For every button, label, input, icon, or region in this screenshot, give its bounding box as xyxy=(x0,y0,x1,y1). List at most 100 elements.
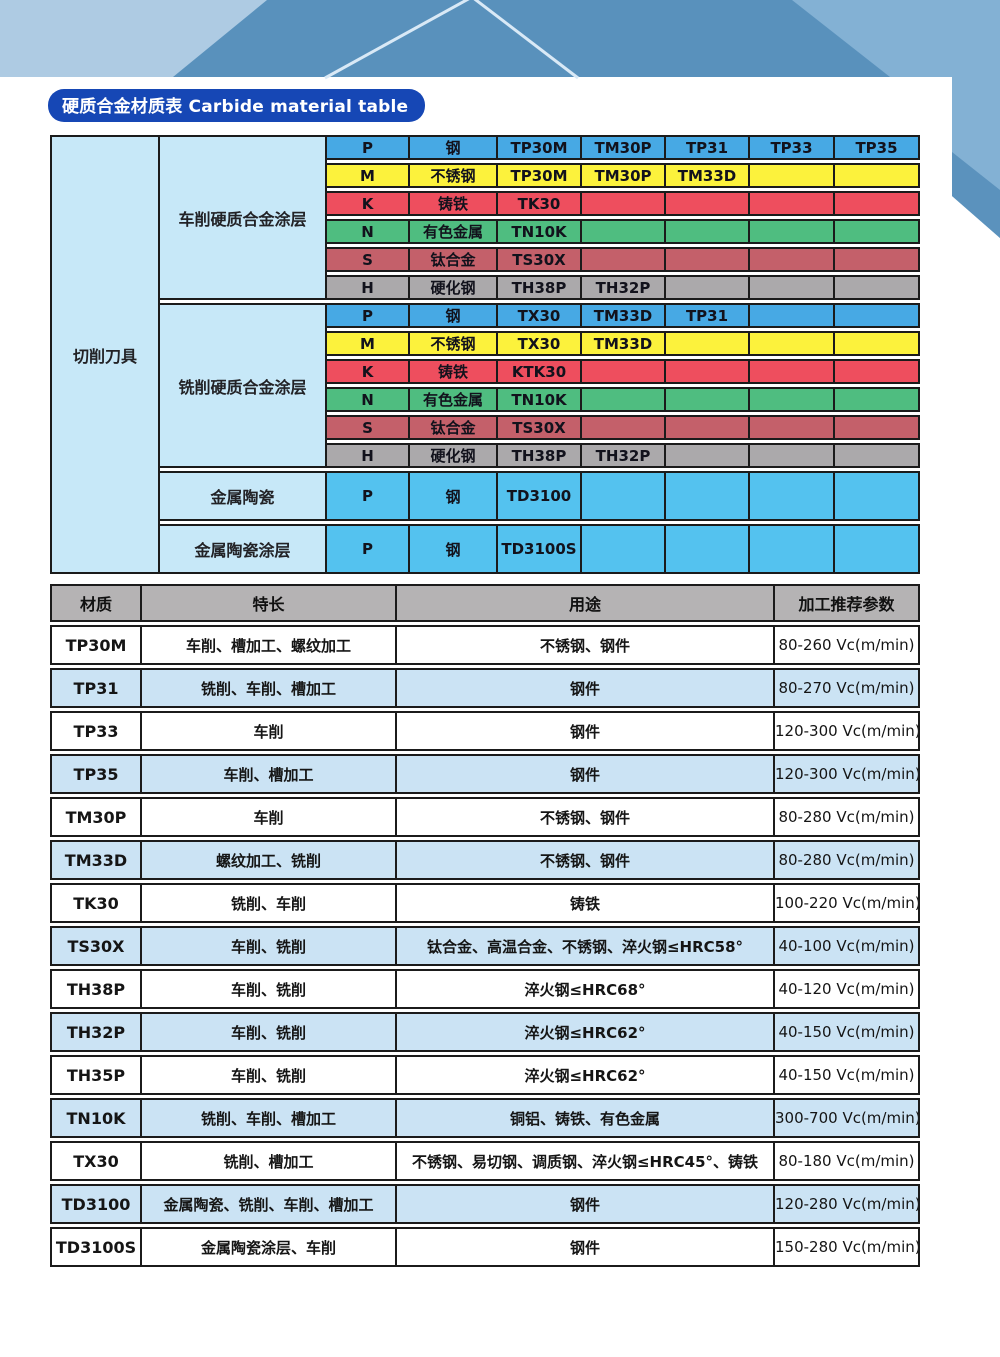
grade-cell xyxy=(666,247,750,272)
features-cell: 车削、槽加工、螺纹加工 xyxy=(142,625,397,665)
usage-cell: 钢件 xyxy=(397,1184,775,1224)
iso-letter-cell: P xyxy=(327,471,410,521)
grade-cell xyxy=(835,471,920,521)
spec-row: TH32P 车削、铣削 淬火钢≤HRC62° 40-150 Vc(m/min) xyxy=(50,1012,920,1052)
grade-cell xyxy=(666,471,750,521)
grade-cell: TP31 xyxy=(666,303,750,328)
features-cell: 车削、槽加工 xyxy=(142,754,397,794)
grade-cell: TS30X xyxy=(498,415,582,440)
iso-letter-cell: N xyxy=(327,387,410,412)
params-cell: 120-300 Vc(m/min) xyxy=(775,754,920,794)
grade-cell xyxy=(666,191,750,216)
grade-cell xyxy=(750,219,835,244)
grade-cell xyxy=(835,443,920,468)
grade-cell: TM30P xyxy=(582,135,666,160)
spec-row: TP30M 车削、槽加工、螺纹加工 不锈钢、钢件 80-260 Vc(m/min) xyxy=(50,625,920,665)
grade-cell: TS30X xyxy=(498,247,582,272)
grade-cell xyxy=(582,524,666,574)
grade-cell xyxy=(750,524,835,574)
banner-peak-line-left xyxy=(324,0,470,80)
grade-cell: TN10K xyxy=(498,219,582,244)
workpiece-cell: 不锈钢 xyxy=(410,163,498,188)
usage-cell: 钛合金、高温合金、不锈钢、淬火钢≤HRC58° xyxy=(397,926,775,966)
params-cell: 300-700 Vc(m/min) xyxy=(775,1098,920,1138)
grade-cell xyxy=(666,331,750,356)
workpiece-cell: 铸铁 xyxy=(410,191,498,216)
workpiece-cell: 有色金属 xyxy=(410,387,498,412)
grade-cell xyxy=(750,443,835,468)
grade-cell xyxy=(750,471,835,521)
workpiece-cell: 硬化钢 xyxy=(410,443,498,468)
grade-cell: TM33D xyxy=(666,163,750,188)
features-cell: 铣削、车削、槽加工 xyxy=(142,668,397,708)
grade-cell: TK30 xyxy=(498,191,582,216)
grade-cell xyxy=(666,387,750,412)
grade-cell: TP31 xyxy=(666,135,750,160)
matrix-row: K 铸铁 KTK30 xyxy=(50,359,920,384)
matrix-row: 金属陶瓷 P 钢 TD3100 xyxy=(50,471,920,521)
grade-cell xyxy=(750,415,835,440)
spec-header-material: 材质 xyxy=(50,584,142,622)
params-cell: 80-260 Vc(m/min) xyxy=(775,625,920,665)
params-cell: 40-120 Vc(m/min) xyxy=(775,969,920,1009)
workpiece-cell: 不锈钢 xyxy=(410,331,498,356)
features-cell: 车削 xyxy=(142,797,397,837)
spec-row: TM33D 螺纹加工、铣削 不锈钢、钢件 80-280 Vc(m/min) xyxy=(50,840,920,880)
banner-pale-wedge xyxy=(792,0,1000,77)
matrix-row: H 硬化钢 TH38P TH32P xyxy=(50,275,920,300)
grade-cell xyxy=(835,387,920,412)
spec-header-usage: 用途 xyxy=(397,584,775,622)
workpiece-cell: 钢 xyxy=(410,135,498,160)
grade-cell: TX30 xyxy=(498,331,582,356)
iso-letter-cell: M xyxy=(327,331,410,356)
grade-cell: TH38P xyxy=(498,275,582,300)
grade-cell xyxy=(750,191,835,216)
iso-letter-cell: M xyxy=(327,163,410,188)
grade-cell xyxy=(835,331,920,356)
iso-letter-cell: P xyxy=(327,135,410,160)
matrix-row: S 钛合金 TS30X xyxy=(50,415,920,440)
matrix-row: N 有色金属 TN10K xyxy=(50,219,920,244)
spec-row: TP33 车削 钢件 120-300 Vc(m/min) xyxy=(50,711,920,751)
grade-cell xyxy=(835,275,920,300)
grade-code-cell: TN10K xyxy=(50,1098,142,1138)
features-cell: 车削 xyxy=(142,711,397,751)
spec-header-row: 材质 特长 用途 加工推荐参数 xyxy=(50,584,920,622)
grade-cell xyxy=(835,524,920,574)
workpiece-cell: 有色金属 xyxy=(410,219,498,244)
grade-code-cell: TM33D xyxy=(50,840,142,880)
iso-letter-cell: N xyxy=(327,219,410,244)
iso-letter-cell: P xyxy=(327,303,410,328)
grade-code-cell: TP30M xyxy=(50,625,142,665)
grade-cell xyxy=(750,275,835,300)
grade-cell xyxy=(835,219,920,244)
grade-code-cell: TH38P xyxy=(50,969,142,1009)
grade-cell xyxy=(750,331,835,356)
grade-code-cell: TP35 xyxy=(50,754,142,794)
grade-cell xyxy=(835,163,920,188)
grade-code-cell: TH32P xyxy=(50,1012,142,1052)
grade-cell xyxy=(582,415,666,440)
grade-cell xyxy=(582,247,666,272)
carbide-matrix-table-wrap: 切削刀具 车削硬质合金涂层 P 钢 TP30M TM30P TP31 TP33 … xyxy=(50,132,920,577)
grade-code-cell: TD3100S xyxy=(50,1227,142,1267)
usage-cell: 淬火钢≤HRC62° xyxy=(397,1012,775,1052)
grade-code-cell: TK30 xyxy=(50,883,142,923)
usage-cell: 不锈钢、钢件 xyxy=(397,797,775,837)
grade-cell xyxy=(666,219,750,244)
grade-cell xyxy=(666,443,750,468)
grade-code-cell: TD3100 xyxy=(50,1184,142,1224)
grade-cell xyxy=(835,359,920,384)
spec-row: TK30 铣削、车削 铸铁 100-220 Vc(m/min) xyxy=(50,883,920,923)
grade-cell xyxy=(666,415,750,440)
matrix-row: 金属陶瓷涂层 P 钢 TD3100S xyxy=(50,524,920,574)
params-cell: 150-280 Vc(m/min) xyxy=(775,1227,920,1267)
params-cell: 40-150 Vc(m/min) xyxy=(775,1055,920,1095)
params-cell: 120-280 Vc(m/min) xyxy=(775,1184,920,1224)
banner-peak-line-right xyxy=(473,0,579,80)
matrix-row: M 不锈钢 TP30M TM30P TM33D xyxy=(50,163,920,188)
usage-cell: 钢件 xyxy=(397,1227,775,1267)
grade-code-cell: TH35P xyxy=(50,1055,142,1095)
grade-cell: TM33D xyxy=(582,331,666,356)
grade-cell xyxy=(750,387,835,412)
